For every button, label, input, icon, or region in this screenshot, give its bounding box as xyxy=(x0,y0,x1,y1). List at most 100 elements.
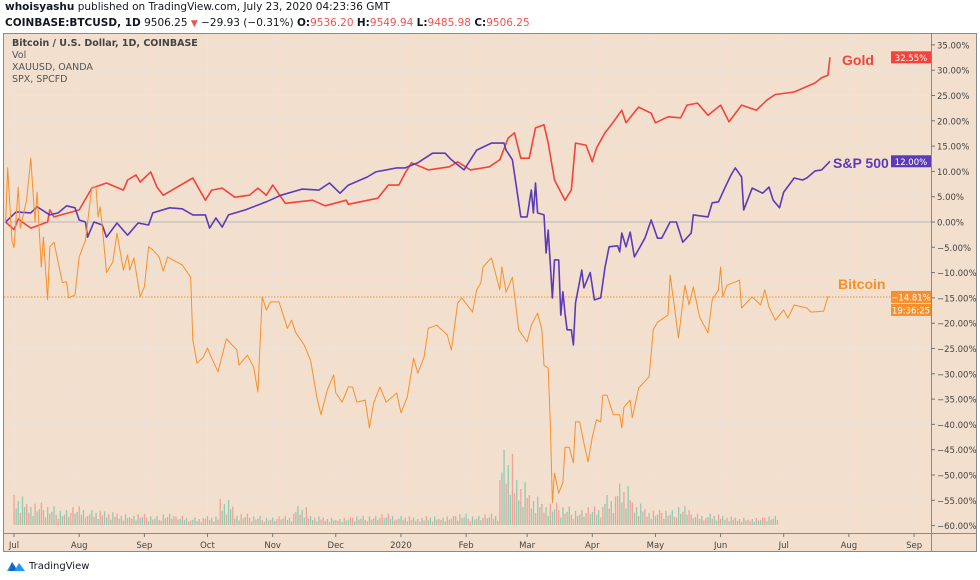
volume-bar xyxy=(427,520,429,525)
volume-bar xyxy=(490,513,493,525)
volume-bar xyxy=(659,510,661,525)
volume-bar xyxy=(391,516,394,525)
volume-bar xyxy=(105,517,108,525)
volume-bar xyxy=(253,516,255,525)
volume-bar xyxy=(221,510,223,525)
volume-bar xyxy=(394,520,396,525)
volume-bar xyxy=(650,519,652,525)
bar-countdown-label: 19:36:25 xyxy=(892,306,930,316)
volume-bar xyxy=(190,520,192,525)
volume-bar xyxy=(152,519,154,525)
volume-bar xyxy=(661,513,663,525)
volume-bar xyxy=(501,472,503,525)
x-axis[interactable]: Jul Aug Sep Oct Nov Dec 2020 Feb Mar Apr May Jun Jul… xyxy=(8,533,922,551)
y-tick-label: −15.00% xyxy=(937,294,977,304)
volume-bar xyxy=(232,506,234,525)
volume-bar xyxy=(585,513,587,525)
volume-bar xyxy=(154,518,156,525)
volume-bar xyxy=(278,516,280,525)
volume-bar xyxy=(469,521,472,525)
volume-bar xyxy=(84,517,87,525)
y-axis[interactable]: 35.00% 30.00% 25.00% 20.00% 15.00% 10.00% 5.00… xyxy=(931,41,977,532)
volume-bar xyxy=(118,518,120,525)
volume-bar xyxy=(547,516,549,525)
volume-bar xyxy=(513,493,516,525)
volume-bar xyxy=(566,511,568,525)
volume-bar xyxy=(295,511,297,525)
series-line-gold xyxy=(5,57,831,231)
volume-bar xyxy=(76,511,78,525)
volume-bar xyxy=(42,510,45,525)
volume-bar xyxy=(459,514,461,525)
volume-bar xyxy=(755,517,758,525)
volume-bar xyxy=(614,496,617,525)
volume-bar xyxy=(15,508,17,525)
volume-bar xyxy=(776,520,779,525)
volume-bar xyxy=(494,516,497,525)
volume-bar xyxy=(713,516,715,525)
volume-bar xyxy=(408,516,411,525)
volume-bars xyxy=(13,450,779,525)
volume-bar xyxy=(438,518,440,525)
volume-bar xyxy=(507,465,509,525)
volume-bar xyxy=(385,517,387,525)
x-tick-label: Sep xyxy=(136,541,152,551)
volume-bar xyxy=(349,517,352,525)
series-label-bitcoin: Bitcoin xyxy=(838,276,885,292)
volume-bar xyxy=(335,519,337,525)
legend-main-symbol[interactable]: Bitcoin / U.S. Dollar, 1D, COINBASE xyxy=(12,38,198,49)
volume-bar xyxy=(53,506,55,525)
last-value-tags: 32.55% 12.00% −14.81% 19:36:25 xyxy=(891,51,931,316)
volume-bar xyxy=(213,521,215,525)
volume-bar xyxy=(175,516,177,525)
volume-bar xyxy=(688,510,690,525)
author-name[interactable]: whoisyashu xyxy=(5,1,75,13)
legend-spx[interactable]: SPX, SPCFD xyxy=(12,74,68,85)
x-tick-label: Mar xyxy=(519,541,536,551)
x-tick-label: Dec xyxy=(328,541,345,551)
series-label-sp500: S&P 500 xyxy=(833,155,889,171)
volume-bar xyxy=(673,516,676,525)
volume-bar xyxy=(80,514,82,525)
volume-bar xyxy=(520,489,522,525)
high-label: H: xyxy=(356,17,370,29)
volume-bar xyxy=(32,516,34,525)
volume-bar xyxy=(293,513,295,525)
volume-bar xyxy=(499,480,501,525)
volume-bar xyxy=(206,516,209,525)
volume-bar xyxy=(398,518,400,525)
volume-bar xyxy=(219,498,221,525)
volume-bar xyxy=(23,507,26,525)
volume-bar xyxy=(181,516,183,525)
volume-bar xyxy=(34,503,36,525)
volume-bar xyxy=(379,517,381,525)
volume-bar xyxy=(339,519,341,525)
volume-bar xyxy=(509,495,512,525)
close-value: 9506.25 xyxy=(486,17,530,29)
volume-bar xyxy=(57,519,59,525)
volume-bar xyxy=(13,495,15,525)
volume-bar xyxy=(72,507,74,525)
volume-bar xyxy=(692,518,694,525)
volume-bar xyxy=(703,520,705,525)
volume-bar xyxy=(482,517,484,525)
volume-bar xyxy=(553,509,556,525)
volume-bar xyxy=(70,513,72,525)
legend-volume[interactable]: Vol xyxy=(12,50,27,61)
volume-bar xyxy=(600,517,602,525)
volume-bar xyxy=(625,508,627,525)
last-value-tag-sp500 xyxy=(891,155,931,168)
volume-bar xyxy=(720,518,722,525)
tradingview-footer[interactable]: TradingView xyxy=(6,559,89,573)
volume-bar xyxy=(518,500,520,525)
volume-bar xyxy=(705,518,707,525)
volume-bar xyxy=(351,517,354,525)
series-line-bitcoin xyxy=(5,157,830,504)
legend-gold[interactable]: XAUUSD, OANDA xyxy=(12,62,93,73)
y-tick-label: 20.00% xyxy=(937,117,969,127)
volume-bar xyxy=(528,495,530,525)
volume-bar xyxy=(95,513,97,525)
volume-bar xyxy=(667,516,669,525)
volume-bar xyxy=(595,514,598,525)
